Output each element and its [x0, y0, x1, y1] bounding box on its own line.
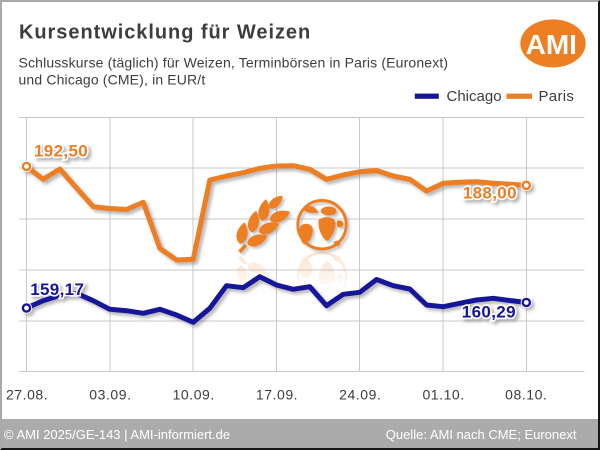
svg-text:27.08.: 27.08.	[6, 387, 48, 403]
svg-text:Kursentwicklung für Weizen: Kursentwicklung für Weizen	[19, 21, 311, 43]
svg-text:160,29: 160,29	[462, 303, 516, 322]
svg-text:© AMI 2025/GE-143 | AMI-inform: © AMI 2025/GE-143 | AMI-informiert.de	[4, 427, 230, 442]
svg-text:Schlusskurse (täglich) für Wei: Schlusskurse (täglich) für Weizen, Termi…	[19, 54, 449, 70]
svg-text:Quelle: AMI nach CME; Euronext: Quelle: AMI nach CME; Euronext	[386, 427, 577, 442]
svg-text:17.09.: 17.09.	[256, 387, 298, 403]
svg-text:24.09.: 24.09.	[339, 387, 381, 403]
svg-text:AMI: AMI	[526, 29, 577, 60]
svg-text:10.09.: 10.09.	[173, 387, 215, 403]
svg-text:01.10.: 01.10.	[422, 387, 464, 403]
svg-text:192,50: 192,50	[34, 142, 88, 161]
svg-text:159,17: 159,17	[30, 280, 84, 299]
svg-text:08.10.: 08.10.	[505, 387, 547, 403]
svg-text:Chicago: Chicago	[447, 88, 502, 105]
svg-text:und Chicago (CME), in EUR/t: und Chicago (CME), in EUR/t	[19, 71, 206, 87]
svg-text:188,00: 188,00	[463, 184, 517, 203]
svg-text:03.09.: 03.09.	[89, 387, 131, 403]
svg-text:Paris: Paris	[539, 88, 575, 105]
